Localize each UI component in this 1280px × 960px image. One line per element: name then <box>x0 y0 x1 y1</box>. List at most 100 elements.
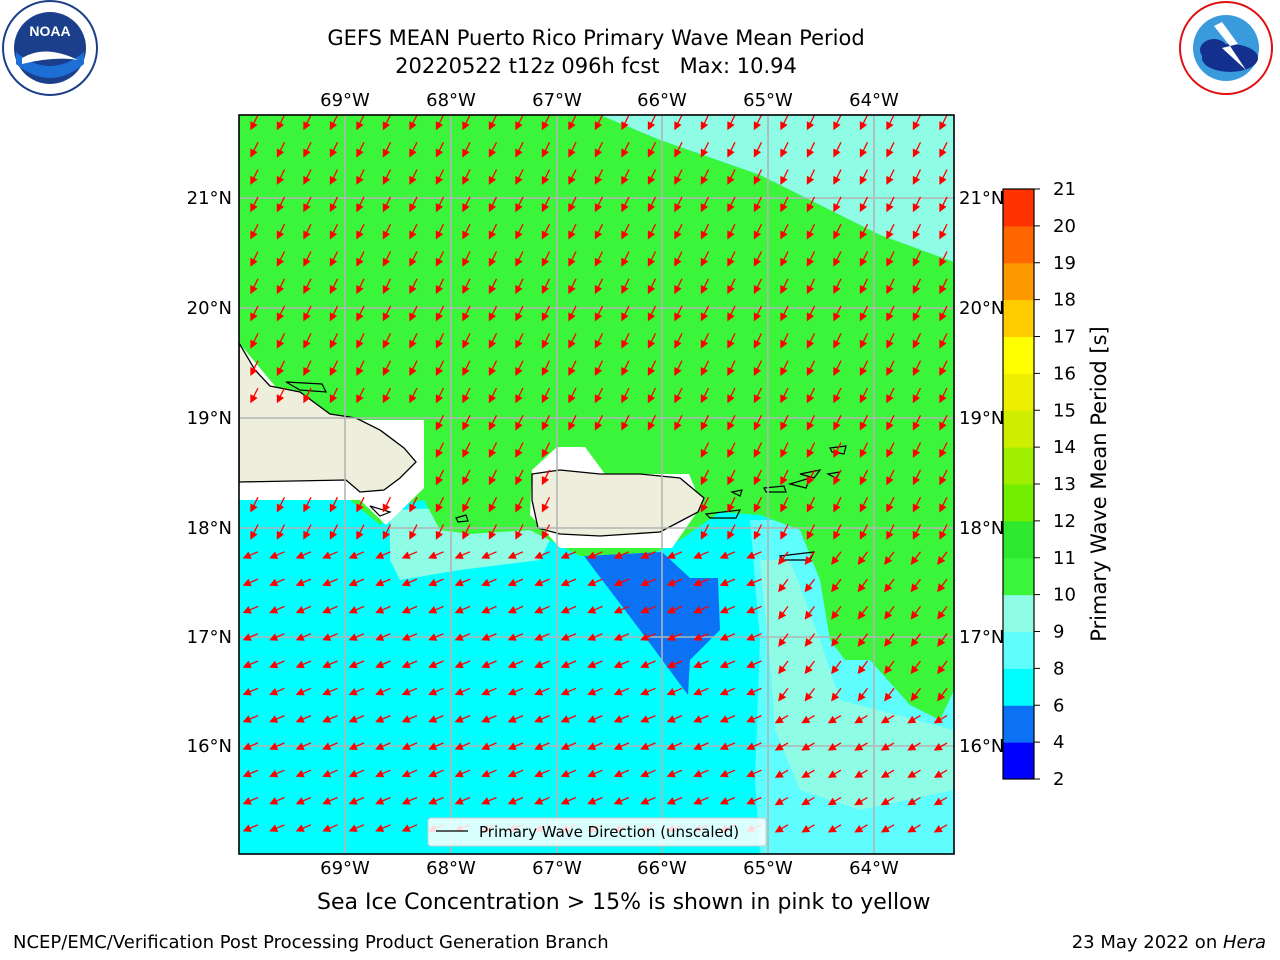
wave-arrow <box>806 333 816 349</box>
coast-mona <box>455 514 469 523</box>
wave-arrow <box>886 387 895 404</box>
wave-arrow <box>804 687 816 702</box>
wave-arrow <box>780 387 789 404</box>
wave-arrow <box>295 687 312 696</box>
wave-arrow <box>753 387 763 404</box>
colorbar-tick-label: 6 <box>1053 695 1064 716</box>
wave-arrow <box>375 605 391 614</box>
wave-arrow <box>640 715 656 723</box>
wave-arrow <box>534 796 550 805</box>
wave-arrow <box>329 196 339 213</box>
wave-arrow <box>857 551 869 565</box>
wave-arrow <box>295 796 312 805</box>
wave-arrow <box>587 660 603 669</box>
wave-arrow <box>912 415 922 431</box>
wave-arrow <box>250 278 259 295</box>
wave-arrow <box>827 796 842 806</box>
wave-arrow <box>409 169 418 185</box>
lat-label-right: 18°N <box>959 518 1004 539</box>
wave-arrow <box>693 660 709 669</box>
wave-arrow <box>242 578 259 587</box>
wave-arrow <box>859 142 869 158</box>
wave-arrow <box>534 660 550 669</box>
wave-arrow <box>907 796 921 806</box>
wave-arrow <box>401 687 418 696</box>
wave-arrow <box>780 442 789 458</box>
wave-arrow <box>937 687 948 702</box>
wave-arrow <box>356 524 365 540</box>
wave-arrow <box>587 796 603 805</box>
colorbar-segment <box>1003 373 1034 411</box>
wave-arrow <box>647 115 657 131</box>
wave-arrow <box>937 660 948 675</box>
wave-arrow <box>939 333 948 349</box>
wave-arrow <box>833 305 842 322</box>
wave-arrow <box>534 605 550 614</box>
wave-arrow <box>621 387 630 404</box>
wave-arrow <box>806 524 816 540</box>
wave-arrow <box>375 660 391 669</box>
wave-arrow <box>833 415 842 431</box>
map-frame <box>238 114 955 855</box>
wave-arrow <box>939 251 948 267</box>
wave-arrow <box>753 360 763 376</box>
wave-arrow <box>250 142 259 158</box>
wave-arrow <box>481 742 497 751</box>
wave-arrow <box>488 251 498 267</box>
wave-arrow <box>462 251 471 267</box>
wave-arrow <box>727 387 736 404</box>
wave-arrow <box>488 115 498 131</box>
wave-arrow <box>507 551 524 559</box>
wave-arrow <box>674 169 683 185</box>
wave-arrow <box>568 142 577 158</box>
wave-arrow <box>613 769 630 778</box>
wave-arrow <box>937 551 948 565</box>
wave-arrow <box>587 687 603 696</box>
wave-arrow <box>886 360 895 376</box>
wave-arrow <box>560 633 577 641</box>
wave-arrow <box>700 169 710 185</box>
wave-arrow <box>753 496 763 513</box>
wave-arrow <box>401 769 418 778</box>
wave-arrow <box>806 387 816 404</box>
colorbar-tick-label: 19 <box>1053 253 1076 274</box>
wave-arrow <box>303 524 312 540</box>
wave-arrow <box>719 605 736 614</box>
wave-arrow <box>382 387 392 404</box>
wave-arrow <box>515 196 524 213</box>
wave-arrow <box>560 660 577 669</box>
wave-arrow <box>674 415 683 431</box>
wave-arrow <box>488 442 498 458</box>
wave-arrow <box>435 278 445 295</box>
wave-arrow <box>454 551 471 559</box>
wave-arrow <box>250 305 259 322</box>
wave-arrow <box>700 115 710 131</box>
lat-label-left: 16°N <box>187 736 232 757</box>
wave-arrow <box>719 687 736 696</box>
wave-arrow <box>435 524 445 540</box>
wave-arrow <box>322 796 338 805</box>
wave-arrow <box>462 142 471 158</box>
lon-label-bottom: 68°W <box>426 858 476 879</box>
wave-arrow <box>409 251 418 267</box>
wave-arrow <box>454 769 471 778</box>
wave-arrow <box>833 442 842 458</box>
colorbar-segment <box>1003 447 1034 485</box>
wave-arrow <box>613 687 630 696</box>
wave-arrow <box>541 524 551 540</box>
wave-arrow <box>303 496 312 513</box>
wave-arrow <box>276 524 286 540</box>
wave-arrow <box>666 742 683 751</box>
wave-arrow <box>727 196 736 213</box>
wave-arrow <box>831 660 842 675</box>
wave-arrow <box>933 824 948 833</box>
wave-arrow <box>303 360 312 376</box>
wave-arrow <box>322 687 338 696</box>
wave-arrow <box>727 115 736 131</box>
wave-arrow <box>541 115 551 131</box>
wave-arrow <box>753 196 763 213</box>
wave-arrow <box>488 415 498 431</box>
wave-arrow <box>621 251 630 267</box>
wave-arrow <box>939 415 948 431</box>
wave-arrow <box>939 169 948 185</box>
